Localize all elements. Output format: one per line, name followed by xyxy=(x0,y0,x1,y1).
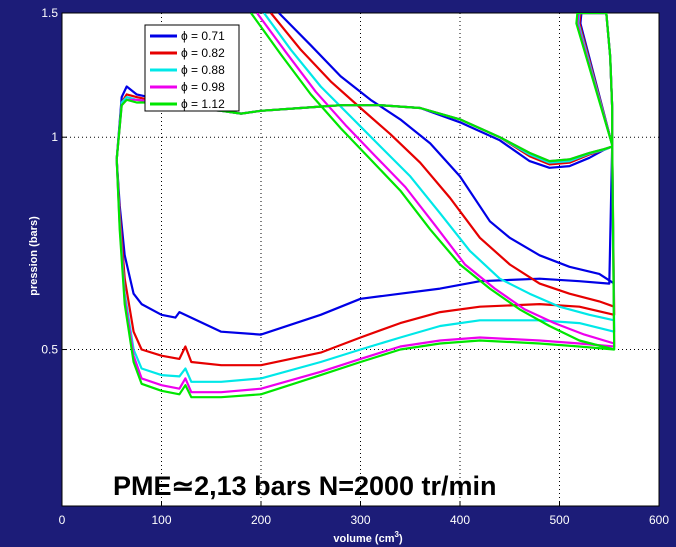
y-tick-label: 1 xyxy=(51,130,58,144)
series-4-descent xyxy=(256,13,615,345)
x-tick-label: 0 xyxy=(59,513,66,527)
legend-label: ϕ = 0.82 xyxy=(181,46,225,60)
x-axis-label-close: ) xyxy=(399,533,403,545)
legend-label: ϕ = 0.88 xyxy=(181,63,225,77)
x-tick-label: 300 xyxy=(350,513,370,527)
x-tick-label: 500 xyxy=(549,513,569,527)
y-axis-label: pression (bars) xyxy=(28,216,40,296)
series-1-descent xyxy=(278,13,615,285)
x-tick-label: 600 xyxy=(649,513,669,527)
x-tick-label: 400 xyxy=(450,513,470,527)
x-axis-label-text: volume (cm xyxy=(333,533,394,545)
y-tick-label: 0.5 xyxy=(41,343,58,357)
x-tick-label: 200 xyxy=(251,513,271,527)
series-lines xyxy=(115,13,616,399)
x-tick-labels: 0 100 200 300 400 500 600 xyxy=(59,513,670,527)
legend-box xyxy=(144,24,240,112)
y-tick-label: 1.5 xyxy=(41,6,58,20)
x-axis-label-superscript: 3 xyxy=(395,530,400,539)
grid xyxy=(61,12,660,506)
y-tick-labels: 0.5 1 1.5 xyxy=(41,6,58,357)
legend: ϕ = 0.71 ϕ = 0.82 ϕ = 0.88 ϕ = 0.98 ϕ = 1.12 xyxy=(144,24,240,112)
series-2-descent xyxy=(270,13,615,308)
series-5-loop xyxy=(115,13,616,399)
x-axis-label: volume (cm3) xyxy=(333,530,403,545)
annotation-text: PME≃2,13 bars N=2000 tr/min xyxy=(113,471,497,501)
legend-label: ϕ = 0.98 xyxy=(181,80,225,94)
series-3-descent xyxy=(263,13,615,322)
legend-label: ϕ = 1.12 xyxy=(181,97,225,111)
series-5-descent xyxy=(250,13,615,351)
legend-label: ϕ = 0.71 xyxy=(181,29,225,43)
x-tick-label: 100 xyxy=(151,513,171,527)
